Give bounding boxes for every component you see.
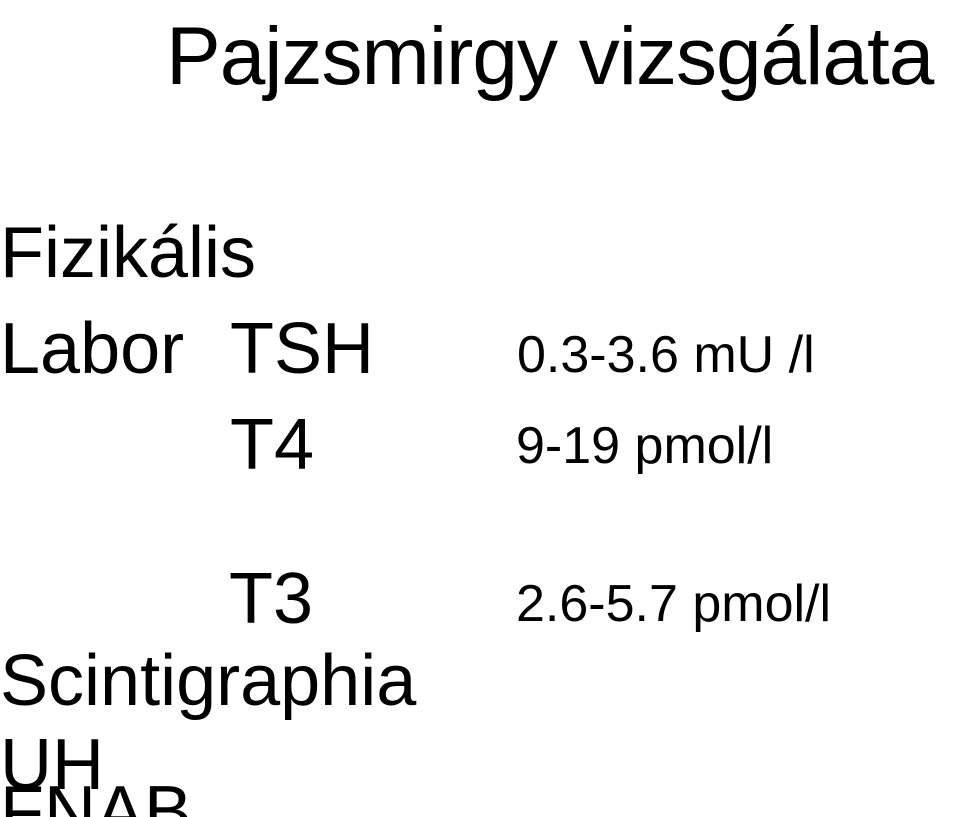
lab-tsh-label: TSH bbox=[230, 308, 374, 390]
lab-t4-label: T4 bbox=[230, 404, 314, 486]
item-scintigraphia: Scintigraphia bbox=[0, 640, 416, 722]
page-title: Pajzsmirgy vizsgálata bbox=[166, 10, 933, 104]
lab-t3-value: 2.6-5.7 pmol/l bbox=[516, 574, 831, 634]
item-labor: Labor bbox=[0, 308, 184, 390]
item-fnab: FNAB bbox=[0, 805, 192, 817]
lab-t4-value: 9-19 pmol/l bbox=[516, 416, 773, 476]
item-fizikalis: Fizikális bbox=[0, 212, 256, 294]
lab-t3-label: T3 bbox=[229, 558, 313, 640]
lab-tsh-value: 0.3-3.6 mU /l bbox=[517, 325, 815, 385]
